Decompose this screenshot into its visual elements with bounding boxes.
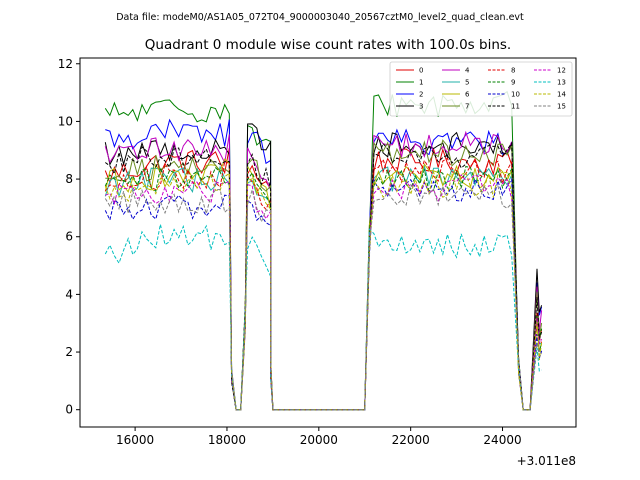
series-line-13	[104, 224, 542, 411]
legend-label-5: 5	[465, 79, 469, 87]
legend-label-13: 13	[557, 79, 566, 87]
legend-frame	[389, 61, 573, 117]
series-line-0	[104, 147, 543, 411]
x-tick-label: 24000	[483, 433, 521, 447]
series-line-11	[105, 141, 543, 411]
y-tick-label: 6	[65, 230, 73, 244]
legend-label-12: 12	[557, 67, 566, 75]
series-line-10	[104, 177, 543, 411]
legend-label-0: 0	[419, 67, 423, 75]
x-tick-label: 22000	[392, 433, 430, 447]
legend-label-2: 2	[419, 91, 423, 99]
x-tick-label: 16000	[116, 433, 154, 447]
legend-label-1: 1	[419, 79, 423, 87]
legend-label-10: 10	[511, 91, 520, 99]
x-axis-offset-label: +3.011e8	[517, 454, 576, 468]
legend-label-9: 9	[511, 79, 515, 87]
chart-suptitle: Data file: modeM0/AS1A05_072T04_90000030…	[116, 12, 524, 23]
legend-label-15: 15	[557, 103, 566, 111]
series-line-14	[104, 170, 543, 411]
series-line-5	[104, 164, 542, 411]
y-tick-label: 10	[58, 114, 73, 128]
y-tick-label: 4	[65, 287, 73, 301]
series-line-9	[104, 165, 543, 411]
legend-label-3: 3	[419, 103, 423, 111]
legend-label-4: 4	[465, 67, 470, 75]
series-line-3	[104, 123, 543, 411]
series-line-12	[105, 174, 543, 411]
legend-label-6: 6	[465, 91, 470, 99]
x-axis-ticks: 16000 18000 20000 22000 24000	[116, 427, 522, 447]
legend-label-7: 7	[465, 103, 469, 111]
legend-label-14: 14	[557, 91, 566, 99]
legend-label-8: 8	[511, 67, 515, 75]
y-tick-label: 2	[65, 345, 73, 359]
y-tick-label: 12	[58, 57, 73, 71]
series-line-15	[104, 183, 542, 411]
y-tick-label: 0	[65, 403, 73, 417]
y-axis-ticks: 0 2 4 6 8 10 12	[58, 57, 80, 417]
y-tick-label: 8	[65, 172, 73, 186]
legend-label-11: 11	[511, 103, 520, 111]
chart-title: Quadrant 0 module wise count rates with …	[145, 37, 511, 53]
series-layer	[104, 90, 543, 411]
plot-frame	[79, 57, 577, 428]
x-tick-label: 20000	[300, 433, 338, 447]
x-tick-label: 18000	[208, 433, 246, 447]
